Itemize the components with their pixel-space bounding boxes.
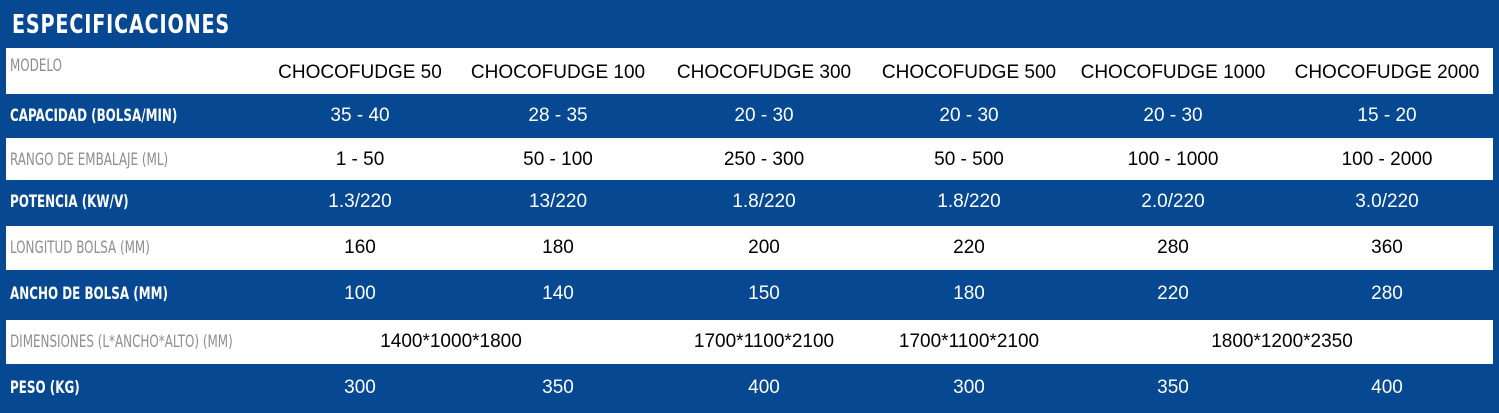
table-cell: 300	[953, 377, 985, 398]
table-cell: 180	[542, 237, 574, 258]
table-cell: 350	[1157, 377, 1189, 398]
model-name: CHOCOFUDGE 2000	[1294, 62, 1480, 83]
table-row: RANGO DE EMBALAJE (ML) 1 - 50 50 - 100 2…	[6, 138, 1493, 182]
table-cell: 1.8/220	[732, 191, 796, 212]
table-cell: 28 - 35	[528, 105, 588, 126]
table-cell: 2.0/220	[1141, 191, 1205, 212]
table-row: CAPACIDAD (BOLSA/MIN) 35 - 40 28 - 35 20…	[6, 94, 1493, 138]
table-cell: 50 - 100	[523, 149, 593, 170]
table-cell: 220	[953, 237, 985, 258]
table-cell: 100	[344, 283, 376, 304]
row-label: PESO (KG)	[10, 378, 80, 398]
table-row: DIMENSIONES (L*ANCHO*ALTO) (MM) 1400*100…	[6, 320, 1493, 364]
row-label: MODELO	[10, 56, 62, 76]
table-cell: 400	[748, 377, 780, 398]
row-label: ANCHO DE BOLSA (MM)	[10, 284, 168, 304]
row-label: DIMENSIONES (L*ANCHO*ALTO) (MM)	[10, 332, 233, 352]
model-name: CHOCOFUDGE 1000	[1080, 62, 1266, 83]
table-cell: 13/220	[528, 191, 588, 212]
table-cell: 280	[1371, 283, 1403, 304]
table-row: PESO (KG) 300 350 400 300 350 400	[6, 366, 1493, 410]
table-cell: 1700*1100*2100	[693, 331, 835, 352]
table-cell: 400	[1371, 377, 1403, 398]
table-cell: 15 - 20	[1357, 105, 1417, 126]
model-name: CHOCOFUDGE 500	[881, 62, 1057, 83]
table-cell: 1800*1200*2350	[1211, 331, 1353, 352]
table-cell: 280	[1157, 237, 1189, 258]
table-cell: 20 - 30	[734, 105, 794, 126]
table-cell: 20 - 30	[939, 105, 999, 126]
table-cell: 360	[1371, 237, 1403, 258]
model-name: CHOCOFUDGE 300	[676, 62, 852, 83]
table-cell: 35 - 40	[330, 105, 390, 126]
row-label: CAPACIDAD (BOLSA/MIN)	[10, 106, 178, 126]
table-cell: 350	[542, 377, 574, 398]
table-cell: 50 - 500	[934, 149, 1004, 170]
table-cell: 1700*1100*2100	[898, 331, 1040, 352]
model-name: CHOCOFUDGE 100	[470, 62, 646, 83]
table-row: ANCHO DE BOLSA (MM) 100 140 150 180 220 …	[6, 272, 1493, 316]
table-cell: 200	[748, 237, 780, 258]
header-row: MODELO CHOCOFUDGE 50 CHOCOFUDGE 100 CHOC…	[6, 48, 1493, 94]
row-label: POTENCIA (KW/V)	[10, 192, 129, 212]
table-cell: 100 - 2000	[1341, 149, 1433, 170]
model-name: CHOCOFUDGE 50	[278, 62, 442, 83]
table-cell: 220	[1157, 283, 1189, 304]
table-cell: 1 - 50	[335, 149, 385, 170]
table-cell: 300	[344, 377, 376, 398]
table-cell: 20 - 30	[1143, 105, 1203, 126]
row-label: LONGITUD BOLSA (MM)	[10, 238, 150, 258]
row-label: RANGO DE EMBALAJE (ML)	[10, 150, 169, 170]
table-cell: 1.3/220	[328, 191, 392, 212]
table-cell: 140	[542, 283, 574, 304]
table-cell: 1.8/220	[937, 191, 1001, 212]
page-title: ESPECIFICACIONES	[12, 10, 231, 40]
table-cell: 100 - 1000	[1127, 149, 1219, 170]
table-cell: 160	[344, 237, 376, 258]
table-cell: 150	[748, 283, 780, 304]
table-cell: 1400*1000*1800	[380, 331, 522, 352]
table-row: POTENCIA (KW/V) 1.3/220 13/220 1.8/220 1…	[6, 180, 1493, 224]
table-cell: 250 - 300	[723, 149, 805, 170]
table-cell: 3.0/220	[1355, 191, 1419, 212]
table-row: LONGITUD BOLSA (MM) 160 180 200 220 280 …	[6, 226, 1493, 270]
table-cell: 180	[953, 283, 985, 304]
